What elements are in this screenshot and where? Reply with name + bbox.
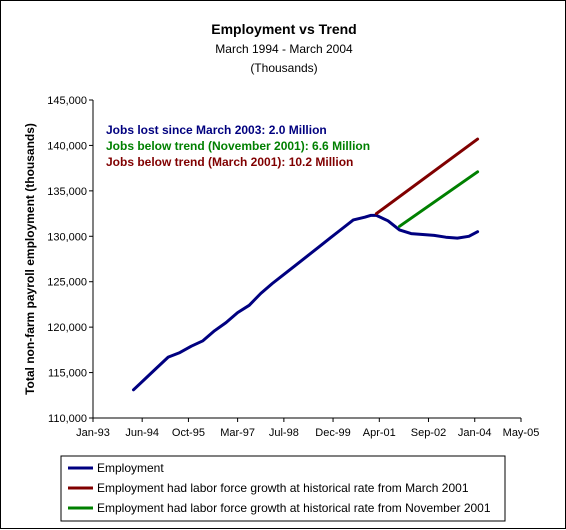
- x-tick-label: Jul-98: [269, 427, 299, 439]
- x-tick-label: Apr-01: [363, 427, 396, 439]
- legend-item-employment: Employment: [68, 461, 164, 475]
- y-axis-label: Total non-farm payroll employment (thous…: [23, 123, 37, 395]
- annotation-jobs-lost: Jobs lost since March 2003: 2.0 Million: [106, 123, 327, 137]
- chart-subtitle-units: (Thousands): [250, 61, 317, 75]
- y-tick-label: 125,000: [47, 277, 87, 289]
- x-tick-label: Sep-02: [411, 427, 446, 439]
- chart-title: Employment vs Trend: [211, 21, 356, 37]
- legend-item-trend-november-2001: Employment had labor force growth at his…: [68, 501, 491, 515]
- y-tick-label: 115,000: [48, 368, 87, 380]
- chart-subtitle: March 1994 - March 2004: [215, 42, 353, 56]
- y-tick-label: 130,000: [47, 231, 87, 243]
- y-tick-label: 135,000: [47, 186, 87, 198]
- series-trend-november-2001-line: [398, 170, 480, 228]
- y-axis-ticks: 110,000 115,000 120,000 125,000 130,000 135,0…: [47, 95, 93, 425]
- series-layer: [132, 137, 480, 392]
- x-tick-label: Jun-94: [125, 427, 159, 439]
- y-tick-label: 140,000: [47, 140, 87, 152]
- x-tick-label: Jan-04: [458, 427, 492, 439]
- x-tick-label: Dec-99: [315, 427, 350, 439]
- y-tick-label: 110,000: [48, 413, 87, 425]
- legend-item-trend-march-2001: Employment had labor force growth at his…: [68, 481, 469, 495]
- annotation-below-trend-nov2001: Jobs below trend (November 2001): 6.6 Mi…: [106, 139, 370, 153]
- x-tick-label: Jan-93: [76, 427, 110, 439]
- x-tick-label: Oct-95: [172, 427, 205, 439]
- legend-label: Employment had labor force growth at his…: [97, 501, 491, 515]
- x-axis-ticks: Jan-93 Jun-94 Oct-95 Mar-97 Jul-98 Dec-99 Apr-…: [76, 418, 539, 439]
- plot-area: [93, 100, 521, 418]
- legend-label: Employment had labor force growth at his…: [97, 481, 469, 495]
- series-employment-line: [132, 213, 480, 392]
- legend: Employment Employment had labor force gro…: [68, 461, 491, 515]
- x-tick-label: May-05: [503, 427, 540, 439]
- annotation-below-trend-mar2001: Jobs below trend (March 2001): 10.2 Mill…: [106, 155, 353, 169]
- series-trend-march-2001-line: [374, 137, 480, 216]
- legend-box: [60, 455, 506, 522]
- legend-label: Employment: [97, 461, 164, 475]
- y-tick-label: 120,000: [47, 322, 87, 334]
- y-tick-label: 145,000: [47, 95, 87, 107]
- x-tick-label: Mar-97: [220, 427, 255, 439]
